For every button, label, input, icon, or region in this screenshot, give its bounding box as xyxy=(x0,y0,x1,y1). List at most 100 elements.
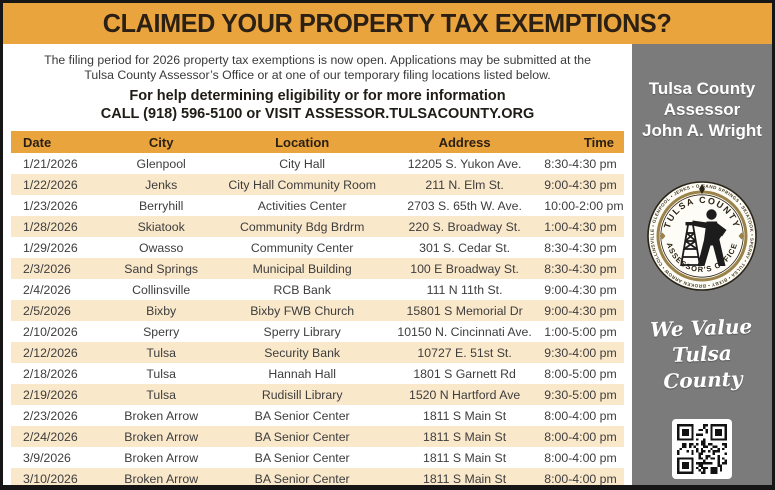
table-cell: City Hall xyxy=(279,156,326,171)
main-content: The filing period for 2026 property tax … xyxy=(3,44,632,485)
column-header-city: City xyxy=(102,131,220,153)
table-cell: RCB Bank xyxy=(273,282,331,297)
table-cell: 9:30-4:00 pm xyxy=(544,345,617,360)
table-row: 2/5/2026 Bixby Bixby FWB Church 15801 S Mem… xyxy=(11,300,624,321)
table-cell: Broken Arrow xyxy=(124,429,199,444)
table-cell: Skiatook xyxy=(137,219,185,234)
intro-line-2: Tulsa County Assessor’s Office or at one… xyxy=(84,68,551,82)
assessor-name-line-1: Tulsa County xyxy=(648,79,756,98)
help-line: For help determining eligibility or for … xyxy=(129,88,506,104)
table-cell: Bixby FWB Church xyxy=(250,303,355,318)
schedule-table: Date City Location Address Time 1/21/2026 Gle… xyxy=(11,131,624,486)
table-cell: Jenks xyxy=(145,177,178,192)
table-cell: 9:00-4:30 pm xyxy=(544,282,617,297)
table-cell: 8:30-4:30 pm xyxy=(544,240,617,255)
table-cell: 15801 S Memorial Dr xyxy=(406,303,523,318)
assessor-name-block: Tulsa County Assessor John A. Wright xyxy=(642,78,762,141)
table-row: 2/23/2026 Broken Arrow BA Senior Center 181… xyxy=(11,405,624,426)
table-row: 1/28/2026 Skiatook Community Bdg Brdrm 220 … xyxy=(11,216,624,237)
golden-driller-icon xyxy=(680,209,727,267)
table-cell: Broken Arrow xyxy=(124,450,199,465)
table-cell: 10:00-2:00 pm xyxy=(544,198,624,213)
table-cell: 8:00-4:00 pm xyxy=(544,408,617,423)
table-row: 1/21/2026 Glenpool City Hall 12205 S. Yukon… xyxy=(11,153,624,174)
table-cell: 1811 S Main St xyxy=(423,471,507,486)
assessor-name-line-2: Assessor xyxy=(663,100,741,119)
table-cell: 2/4/2026 xyxy=(23,282,71,297)
table-cell: 8:00-4:00 pm xyxy=(544,429,617,444)
table-cell: Community Center xyxy=(250,240,354,255)
table-cell: 1:00-4:30 pm xyxy=(544,219,617,234)
table-row: 1/23/2026 Berryhill Activities Center 2703 … xyxy=(11,195,624,216)
table-cell: 1:00-5:00 pm xyxy=(544,324,617,339)
table-cell: 220 S. Broadway St. xyxy=(408,219,521,234)
contact-line: CALL (918) 596-5100 or VISIT ASSESSOR.TU… xyxy=(100,106,535,122)
flyer-body: The filing period for 2026 property tax … xyxy=(3,44,772,485)
table-cell: BA Senior Center xyxy=(254,408,350,423)
table-cell: 1/21/2026 xyxy=(23,156,78,171)
table-cell: Sperry Library xyxy=(263,324,341,339)
table-cell: 8:00-4:00 pm xyxy=(544,450,617,465)
table-cell: 100 E Broadway St. xyxy=(410,261,519,276)
table-cell: 8:00-5:00 pm xyxy=(544,366,617,381)
schedule-header-row: Date City Location Address Time xyxy=(11,131,624,153)
table-cell: 1811 S Main St xyxy=(423,408,507,423)
table-cell: Security Bank xyxy=(264,345,341,360)
table-cell: 2703 S. 65th W. Ave. xyxy=(407,198,522,213)
table-cell: Bixby xyxy=(146,303,177,318)
table-row: 2/4/2026 Collinsville RCB Bank 111 N 11th S… xyxy=(11,279,624,300)
qr-pattern-icon xyxy=(677,424,727,474)
table-cell: 2/24/2026 xyxy=(23,429,78,444)
tagline: We Value Tulsa County xyxy=(631,313,772,396)
table-cell: 9:30-5:00 pm xyxy=(544,387,617,402)
table-cell: 2/19/2026 xyxy=(23,387,78,402)
table-cell: 1520 N Hartford Ave xyxy=(408,387,521,402)
banner: CLAIMED YOUR PROPERTY TAX EXEMPTIONS? xyxy=(3,3,772,44)
tagline-line-1: We Value xyxy=(649,314,753,342)
table-cell: 3/9/2026 xyxy=(23,450,71,465)
table-row: 2/10/2026 Sperry Sperry Library 10150 N. Ci… xyxy=(11,321,624,342)
table-row: 2/24/2026 Broken Arrow BA Senior Center 181… xyxy=(11,426,624,447)
table-row: 1/29/2026 Owasso Community Center 301 S. Ce… xyxy=(11,237,624,258)
table-cell: Broken Arrow xyxy=(124,408,199,423)
column-header-time: Time xyxy=(544,131,624,153)
intro-line-1: The filing period for 2026 property tax … xyxy=(44,53,591,67)
table-cell: 1/29/2026 xyxy=(23,240,78,255)
table-cell: Collinsville xyxy=(132,282,191,297)
table-cell: 2/23/2026 xyxy=(23,408,78,423)
table-row: 3/10/2026 Broken Arrow BA Senior Center 181… xyxy=(11,468,624,486)
page-title: CLAIMED YOUR PROPERTY TAX EXEMPTIONS? xyxy=(103,8,672,38)
table-cell: Sperry xyxy=(143,324,180,339)
table-cell: Sand Springs xyxy=(124,261,199,276)
table-cell: Berryhill xyxy=(138,198,184,213)
table-cell: BA Senior Center xyxy=(254,429,350,444)
column-header-date: Date xyxy=(11,131,103,153)
table-cell: 2/18/2026 xyxy=(23,366,78,381)
table-row: 2/3/2026 Sand Springs Municipal Building 10… xyxy=(11,258,624,279)
table-cell: Hannah Hall xyxy=(268,366,336,381)
table-cell: Rudisill Library xyxy=(261,387,343,402)
schedule-table-body: 1/21/2026 Glenpool City Hall 12205 S. Yukon… xyxy=(11,153,624,486)
tagline-line-2: Tulsa County xyxy=(662,340,743,394)
table-cell: 12205 S. Yukon Ave. xyxy=(407,156,522,171)
assessor-name-line-3: John A. Wright xyxy=(642,121,762,140)
table-cell: Municipal Building xyxy=(252,261,352,276)
table-row: 2/12/2026 Tulsa Security Bank 10727 E. 51st… xyxy=(11,342,624,363)
table-cell: Tulsa xyxy=(146,345,176,360)
table-cell: 1/23/2026 xyxy=(23,198,78,213)
table-cell: 10150 N. Cincinnati Ave. xyxy=(397,324,532,339)
qr-code xyxy=(672,419,732,479)
table-cell: 8:00-4:00 pm xyxy=(544,471,617,486)
table-row: 2/18/2026 Tulsa Hannah Hall 1801 S Garnett … xyxy=(11,363,624,384)
table-cell: 1811 S Main St xyxy=(423,429,507,444)
table-cell: 2/3/2026 xyxy=(23,261,71,276)
table-cell: Broken Arrow xyxy=(124,471,199,486)
column-header-location: Location xyxy=(219,131,385,153)
table-cell: 9:00-4:30 pm xyxy=(544,177,617,192)
table-cell: BA Senior Center xyxy=(254,471,350,486)
table-cell: 301 S. Cedar St. xyxy=(419,240,511,255)
table-cell: Owasso xyxy=(138,240,184,255)
table-row: 2/19/2026 Tulsa Rudisill Library 1520 N Har… xyxy=(11,384,624,405)
assessor-seal-icon: SAND SPRINGS • SKIATOOK • SPERRY • TULSA… xyxy=(647,181,757,291)
